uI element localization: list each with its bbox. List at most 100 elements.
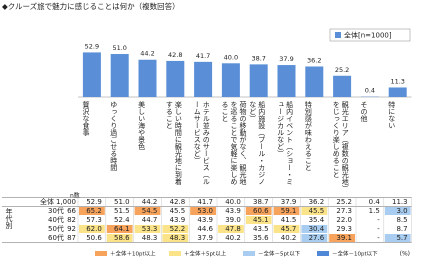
bar [110,54,129,97]
table-cell: 53.0 [197,207,213,215]
bar [333,75,352,97]
table-cell: 22.0 [336,216,352,224]
legend-label: ＋全体＋5pt以上 [184,250,227,258]
value-label: 41.7 [196,52,210,60]
cell-highlight [245,216,272,224]
category-label: 美しい海や景色 [137,101,146,150]
row-n: 92 [67,225,76,233]
cell-highlight [273,207,300,215]
table-cell: 58.6 [114,234,130,242]
value-label: 52.9 [85,42,99,50]
table-cell: 39.0 [225,216,241,224]
table-cell: 45.1 [253,216,269,224]
table-cell: 45.5 [170,207,186,215]
table-cell: 43.9 [225,207,241,215]
table-cell: 29.3 [336,225,352,233]
category-label: 観光エリア（複数の観光地）をじっくり楽しめること [332,101,350,189]
table-cell: 48.3 [142,234,158,242]
table-cell: 52.9 [86,198,102,206]
table-cell: - [377,216,380,224]
table-cell: 1.5 [369,207,380,215]
cell-highlight [79,207,105,215]
table-cell: 37.9 [197,234,213,242]
group-label: 年代別 [5,208,13,229]
table-cell: 45.7 [281,225,297,233]
row-n: 1,000 [56,198,76,206]
table-cell: 11.3 [392,198,408,206]
value-label: 42.8 [168,51,182,59]
table-cell: 36.2 [309,198,325,206]
table-cell: 57.3 [86,216,102,224]
table-cell: 45.5 [309,207,325,215]
table-cell: 40.2 [281,234,297,242]
category-label: ホテル並みのサービス（ルームサービスなど） [193,101,211,185]
legend-swatch [335,32,341,38]
row-label: 全体 [40,197,54,206]
table-cell: 37.9 [281,198,297,206]
unit-label: (%) [400,251,410,258]
legend-swatch [243,251,255,256]
table-cell: 43.9 [197,216,213,224]
category-label: 船内イベント（ショー・ミュージカルなど） [276,101,294,185]
bar [388,87,407,97]
legend-label: 全体[n=1000] [344,31,392,40]
category-label: 船内施設（プール・カジノなど） [248,101,266,185]
category-label: 贅沢な食事 [82,101,90,136]
legend-box [329,28,411,42]
table-cell: 60.6 [253,207,269,215]
table-cell: 62.0 [86,225,102,233]
cell-highlight [273,225,300,233]
table-cell: 38.7 [253,198,269,206]
table-cell: 27.6 [309,234,325,242]
row-n: 66 [67,207,76,215]
table-cell: 51.5 [114,207,130,215]
category-label: 荷物の移動がなく、観光地を巡ることで気軽に楽しめること [221,101,247,185]
category-label: ゆっくり過ごせる時間 [109,101,118,171]
cell-highlight [245,207,272,215]
bar [138,59,157,97]
bar [221,63,240,97]
legend-label: －全体－5pt以下 [258,250,301,258]
bar [249,64,268,97]
category-label: 特別感が味わえること [304,101,313,171]
table-cell: 44.6 [197,225,213,233]
table-cell: 41.5 [281,216,297,224]
value-label: 38.7 [251,54,265,62]
table-cell: 44.2 [142,198,158,206]
category-label: 楽しい時間に観光地に到着すること [165,101,183,185]
bar [277,65,296,97]
cell-highlight [190,207,216,215]
legend-swatch [95,251,107,256]
value-label: 37.9 [279,55,293,63]
row-label: 40代 [48,215,64,224]
value-label: 40.0 [224,53,238,61]
category-label: その他 [360,101,368,122]
bar [305,66,324,97]
cell-highlight [162,234,189,242]
table-cell: 40.0 [225,198,241,206]
cell-highlight [218,225,244,233]
cell-highlight [162,225,189,233]
row-n: 87 [67,234,76,242]
table-cell: 52.4 [114,216,130,224]
cell-highlight [134,207,161,215]
table-cell: 43.9 [170,216,186,224]
table-cell: 27.3 [336,207,352,215]
value-label: 44.2 [140,50,154,58]
table-cell: 42.8 [170,198,186,206]
n-header: n数 [70,192,80,200]
table-cell: 47.8 [225,225,241,233]
bar [166,60,185,97]
table-cell: - [377,234,380,242]
table-cell: 8.5 [396,216,407,224]
row-label: 50代 [48,224,64,233]
cell-highlight [106,234,133,242]
table-cell: - [377,225,380,233]
table-cell: 8.7 [396,225,407,233]
legend-label: ＋全体＋10pt以上 [110,250,156,258]
table-cell: 3.0 [396,207,407,215]
cell-highlight [134,225,161,233]
value-label: 51.0 [112,44,126,52]
value-label: 11.3 [390,77,404,85]
